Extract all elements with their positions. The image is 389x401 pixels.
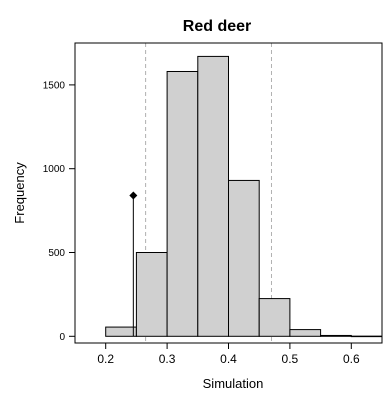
- y-axis: 0 500 1000 1500: [43, 80, 75, 343]
- y-tick-label-3: 1000: [43, 164, 66, 175]
- y-tick-label-2: 500: [48, 248, 65, 259]
- histogram-bar-9: [350, 335, 383, 338]
- histogram-bar-4: [197, 55, 230, 337]
- x-axis-label: Simulation: [203, 376, 264, 391]
- histogram-bar-1: [105, 326, 137, 337]
- observed-value-marker-group: [129, 191, 138, 337]
- histogram-bar-2: [135, 251, 168, 337]
- chart-title: Red deer: [183, 18, 251, 35]
- histogram-bar-7: [289, 329, 322, 337]
- histogram-bar-3: [166, 70, 199, 337]
- x-axis: 0.2 0.3 0.4 0.5 0.6: [97, 343, 360, 366]
- histogram-bars: [105, 55, 383, 338]
- reference-lines: [145, 43, 272, 343]
- x-tick-label-3: 0.4: [220, 352, 237, 366]
- y-tick-label-4: 1500: [43, 80, 66, 91]
- x-tick-label-4: 0.5: [282, 352, 299, 366]
- histogram-bar-8: [320, 334, 352, 337]
- y-tick-label-1: 0: [59, 332, 65, 343]
- x-tick-label-5: 0.6: [343, 352, 360, 366]
- observed-value-marker: [129, 191, 138, 200]
- y-axis-label: Frequency: [12, 162, 27, 224]
- histogram-bar-5: [228, 179, 260, 337]
- histogram-bar-6: [258, 298, 291, 337]
- x-tick-label-2: 0.3: [159, 352, 176, 366]
- x-tick-label-1: 0.2: [97, 352, 114, 366]
